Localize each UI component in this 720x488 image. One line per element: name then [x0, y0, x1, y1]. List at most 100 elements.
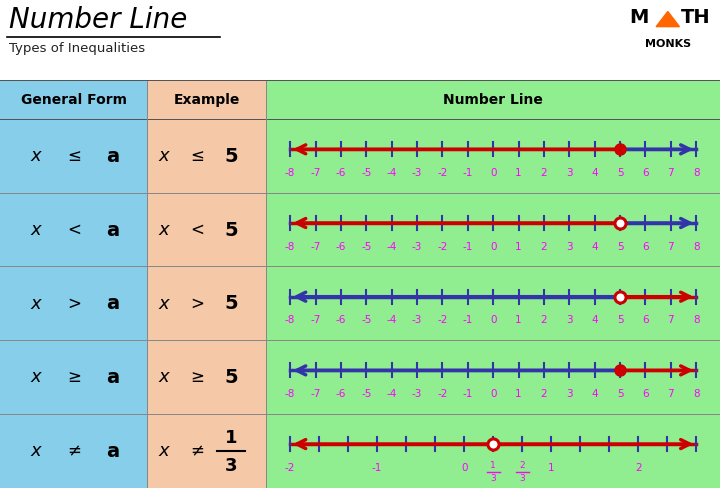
Text: 7: 7 — [667, 389, 674, 399]
Text: 1: 1 — [516, 168, 522, 178]
Text: -2: -2 — [285, 463, 295, 473]
Text: 7: 7 — [667, 168, 674, 178]
Text: -5: -5 — [361, 242, 372, 252]
Text: >: > — [67, 295, 81, 313]
Text: 6: 6 — [642, 315, 649, 325]
Text: -8: -8 — [285, 315, 295, 325]
Text: x: x — [31, 221, 41, 239]
Text: General Form: General Form — [21, 93, 127, 107]
Text: 8: 8 — [693, 168, 700, 178]
Text: 5: 5 — [617, 168, 624, 178]
Text: ≤: ≤ — [191, 147, 204, 165]
Text: 3: 3 — [225, 457, 237, 475]
Text: -4: -4 — [387, 168, 397, 178]
Text: x: x — [31, 295, 41, 313]
Text: -2: -2 — [437, 389, 448, 399]
Text: -2: -2 — [437, 242, 448, 252]
Text: >: > — [191, 295, 204, 313]
Text: 2: 2 — [541, 315, 547, 325]
Text: -3: -3 — [412, 168, 422, 178]
Text: 1: 1 — [225, 429, 237, 447]
Text: -7: -7 — [310, 242, 320, 252]
Text: 5: 5 — [224, 294, 238, 313]
Text: -8: -8 — [285, 168, 295, 178]
Text: 3: 3 — [566, 315, 572, 325]
Text: <: < — [67, 221, 81, 239]
Text: a: a — [107, 442, 120, 461]
Text: -3: -3 — [412, 389, 422, 399]
Text: 1: 1 — [548, 463, 554, 473]
Text: -4: -4 — [387, 315, 397, 325]
Text: x: x — [158, 147, 169, 165]
Text: 2: 2 — [635, 463, 642, 473]
Text: -5: -5 — [361, 389, 372, 399]
Text: 6: 6 — [642, 168, 649, 178]
Text: 8: 8 — [693, 242, 700, 252]
Text: Types of Inequalities: Types of Inequalities — [9, 42, 145, 55]
Text: 7: 7 — [667, 242, 674, 252]
Polygon shape — [656, 12, 680, 27]
Text: -6: -6 — [336, 315, 346, 325]
Text: ≥: ≥ — [191, 368, 204, 386]
Text: x: x — [158, 442, 169, 460]
Text: 2: 2 — [519, 461, 525, 470]
Text: TH: TH — [680, 8, 710, 27]
Text: 5: 5 — [617, 315, 624, 325]
Text: -5: -5 — [361, 315, 372, 325]
Text: -8: -8 — [285, 242, 295, 252]
Text: a: a — [107, 221, 120, 240]
Text: -1: -1 — [463, 315, 473, 325]
Text: Number Line: Number Line — [9, 6, 187, 35]
Text: 0: 0 — [490, 389, 497, 399]
Text: x: x — [158, 221, 169, 239]
Text: M: M — [629, 8, 648, 27]
Text: -2: -2 — [437, 315, 448, 325]
Text: 5: 5 — [617, 242, 624, 252]
Text: -7: -7 — [310, 168, 320, 178]
Text: -7: -7 — [310, 389, 320, 399]
Text: ≥: ≥ — [67, 368, 81, 386]
Text: a: a — [107, 147, 120, 166]
Text: 8: 8 — [693, 315, 700, 325]
Text: 8: 8 — [693, 389, 700, 399]
Text: 0: 0 — [461, 463, 467, 473]
Text: 4: 4 — [591, 315, 598, 325]
Text: 2: 2 — [541, 168, 547, 178]
Text: 2: 2 — [541, 389, 547, 399]
Text: x: x — [31, 368, 41, 386]
Text: ≠: ≠ — [191, 442, 204, 460]
Text: ≠: ≠ — [67, 442, 81, 460]
Text: 0: 0 — [490, 315, 497, 325]
Text: 0: 0 — [490, 168, 497, 178]
Text: a: a — [107, 368, 120, 387]
Text: -3: -3 — [412, 315, 422, 325]
Text: -1: -1 — [463, 389, 473, 399]
Text: 6: 6 — [642, 389, 649, 399]
Text: -5: -5 — [361, 168, 372, 178]
Text: 3: 3 — [566, 168, 572, 178]
Text: -1: -1 — [372, 463, 382, 473]
Text: -2: -2 — [437, 168, 448, 178]
Text: x: x — [158, 295, 169, 313]
Text: 5: 5 — [224, 221, 238, 240]
Text: a: a — [107, 294, 120, 313]
Text: 1: 1 — [516, 389, 522, 399]
Text: <: < — [191, 221, 204, 239]
Text: Example: Example — [174, 93, 240, 107]
Text: x: x — [158, 368, 169, 386]
Text: 1: 1 — [490, 461, 496, 470]
Text: 1: 1 — [516, 242, 522, 252]
Text: 4: 4 — [591, 389, 598, 399]
Text: x: x — [31, 442, 41, 460]
Text: -3: -3 — [412, 242, 422, 252]
Text: 1: 1 — [516, 315, 522, 325]
Text: -6: -6 — [336, 389, 346, 399]
Text: 0: 0 — [490, 242, 497, 252]
Text: -4: -4 — [387, 242, 397, 252]
Text: 5: 5 — [224, 147, 238, 166]
Text: 3: 3 — [566, 242, 572, 252]
Text: 5: 5 — [224, 368, 238, 387]
Text: 7: 7 — [667, 315, 674, 325]
Text: MONKS: MONKS — [644, 39, 691, 49]
Text: -8: -8 — [285, 389, 295, 399]
